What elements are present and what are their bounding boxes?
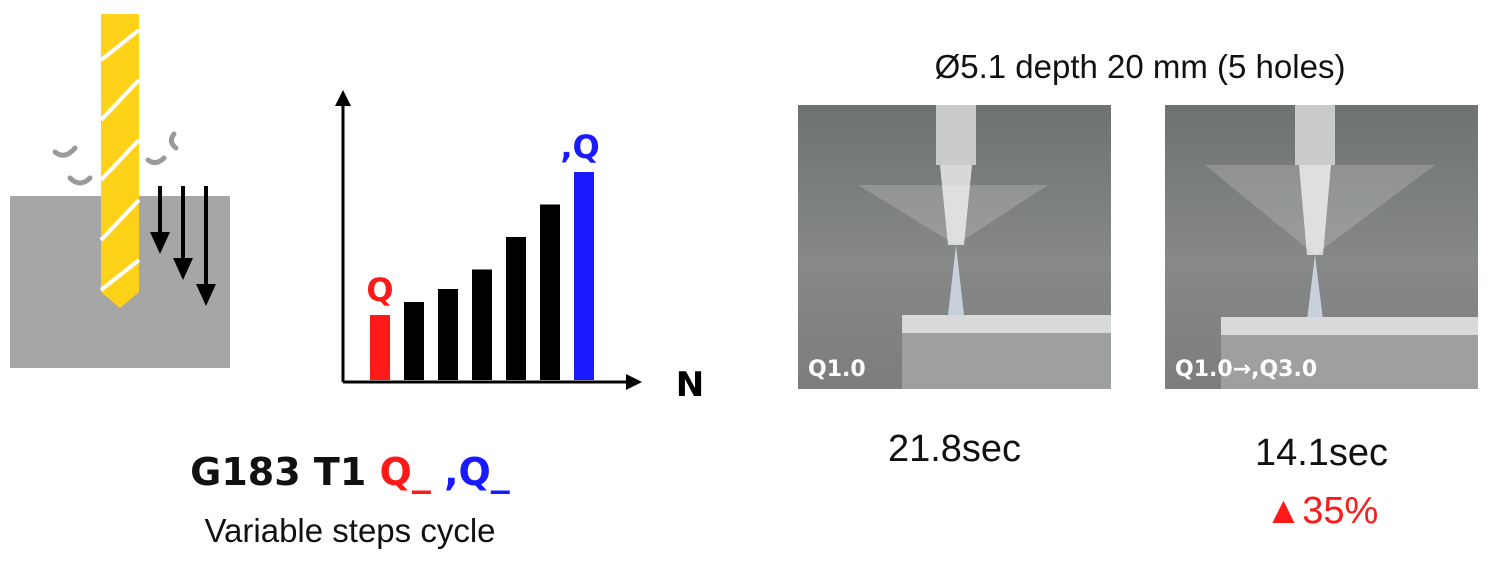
time-q1-q3: 14.1sec	[1254, 432, 1389, 474]
bar-1	[370, 315, 390, 380]
photo-label: Q1.0	[808, 357, 866, 382]
cycle-formula: G183 T1 Q_ ,Q_	[140, 450, 560, 494]
formula-cq: ,Q_	[444, 450, 510, 494]
last-bar-label: ,Q	[560, 128, 599, 166]
photo-q1-q3: Q1.0→,Q3.0	[1165, 105, 1478, 389]
photo-label: Q1.0→,Q3.0	[1175, 357, 1318, 382]
peck-step-arrows-icon	[150, 186, 216, 306]
bar-4	[472, 269, 492, 380]
chart-axes	[335, 90, 642, 390]
coolant-spray-icon	[1205, 105, 1478, 389]
coolant-spray-icon	[858, 105, 1111, 389]
first-bar-label: Q	[366, 271, 393, 309]
time-q1: 21.8sec	[887, 428, 1022, 470]
photo-q1: Q1.0	[798, 105, 1111, 389]
hole-spec: Ø5.1 depth 20 mm (5 holes)	[934, 48, 1346, 85]
improvement-badge: ▲35%	[1264, 490, 1379, 532]
drill-bit	[99, 14, 141, 308]
bar-7	[574, 172, 594, 380]
formula-code: G183 T1	[190, 450, 380, 494]
bar-6	[540, 204, 560, 380]
bar-2	[404, 302, 424, 380]
bar-5	[506, 237, 526, 380]
formula-q: Q_	[379, 450, 431, 494]
bar-3	[438, 289, 458, 380]
cycle-subtitle: Variable steps cycle	[204, 512, 496, 549]
step-depth-chart: Q ,Q N	[335, 90, 704, 405]
chips	[52, 131, 179, 186]
x-axis-label: N	[676, 365, 704, 405]
drill-illustration	[10, 14, 230, 368]
chart-bars	[370, 172, 594, 380]
